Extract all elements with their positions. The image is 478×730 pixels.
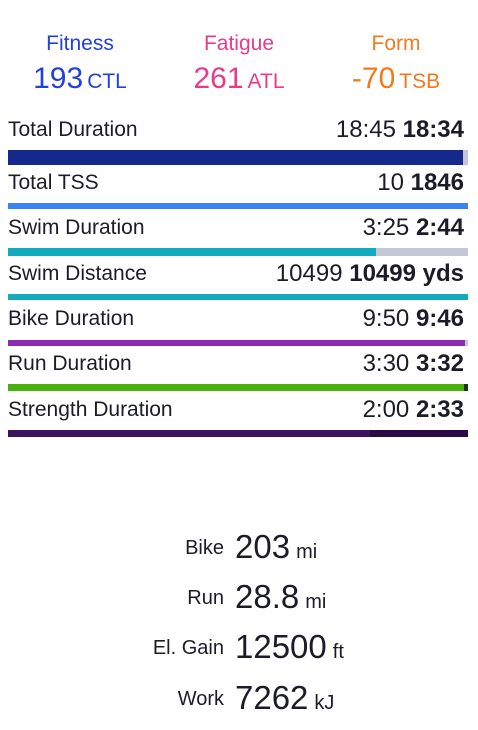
planned: 10499 [275,260,343,287]
summary-label: Work [177,688,224,710]
row-label: Run Duration [8,352,132,375]
planned: 3:30 [362,350,410,377]
metric-value: 193 [33,62,84,95]
actual: 2:33 [415,396,464,423]
row-label: Swim Duration [8,216,145,239]
progress-bar [8,384,468,391]
row-label: Swim Distance [8,262,147,285]
unit: yds [422,260,464,287]
row-label: Strength Duration [8,398,173,421]
metric-value: 261 [193,62,244,95]
fitness: Fitness 193 CTL [0,32,160,96]
actual: 18:34 [402,116,464,143]
metric-unit: CTL [87,70,127,93]
metric-value: -70 [351,62,396,95]
row-label: Total Duration [8,118,138,141]
metric-unit: ATL [247,70,285,93]
progress-bar [8,150,468,165]
metric-label: Fitness [46,32,114,55]
progress-bar [8,340,468,346]
summary-row: Work 7262 kJ [0,673,478,717]
metric-label: Form [371,32,421,55]
actual: 1846 [410,169,464,196]
summary-value: 12500 [235,628,327,665]
row-label: Total TSS [8,171,99,194]
summary-row: Run 28.8 mi [0,572,478,616]
summary-label: Bike [185,537,224,559]
summary-label: Run [187,587,224,609]
progress-bar [8,430,468,437]
progress-bar [8,203,468,209]
form: Form -70 TSB [316,32,476,96]
summary-unit: mi [296,541,318,563]
summary-unit: kJ [314,692,335,714]
summary-unit: mi [305,591,327,613]
actual: 2:44 [415,214,464,241]
actual: 9:46 [415,305,464,332]
planned: 2:00 [362,396,410,423]
planned: 9:50 [362,305,410,332]
planned: 18:45 [335,116,396,143]
fatigue: Fatigue 261 ATL [159,32,319,96]
planned: 10 [377,169,404,196]
metric-label: Fatigue [203,32,275,55]
summary-value: 28.8 [235,578,300,615]
progress-bar [8,294,468,300]
actual: 10499 [349,260,416,287]
progress-bar [8,248,468,256]
summary-value: 203 [235,528,291,565]
metric-unit: TSB [399,70,441,93]
summary-row: Bike 203 mi [0,522,478,566]
summary-value: 7262 [235,679,309,716]
summary-unit: ft [332,641,344,663]
row-label: Bike Duration [8,307,135,330]
actual: 3:32 [415,350,464,377]
summary-row: El. Gain 12500 ft [0,622,478,666]
summary-label: El. Gain [152,637,224,659]
planned: 3:25 [362,214,410,241]
